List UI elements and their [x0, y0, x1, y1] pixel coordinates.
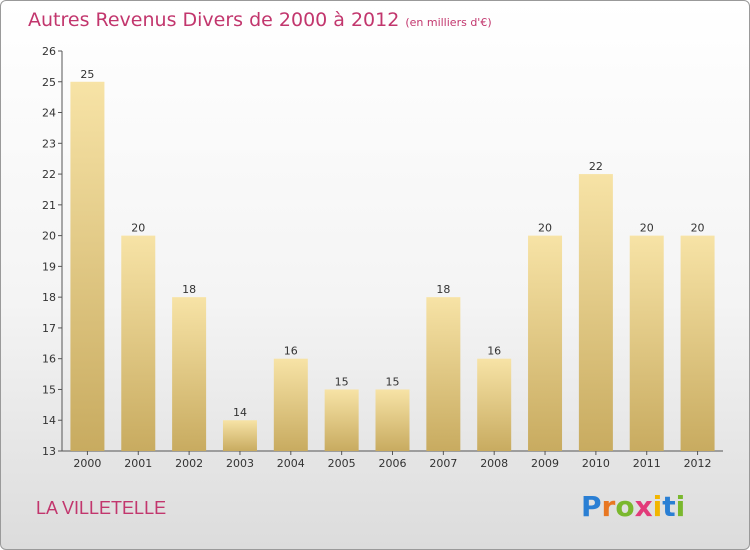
value-labels: 25 20 18 14 16 15 15 18 16 20 22 20 20 [80, 68, 704, 419]
x-tick-label-2003: 2003 [226, 457, 254, 470]
value-label-2006: 15 [386, 375, 400, 388]
bar-2007 [426, 297, 461, 451]
bar-2004 [273, 358, 308, 451]
bar-2012 [680, 235, 715, 451]
proxiti-logo: Proxiti [581, 490, 685, 523]
y-tick-label: 21 [42, 199, 56, 212]
y-tick-label: 25 [42, 76, 56, 89]
value-label-2002: 18 [182, 283, 196, 296]
y-tick-label: 22 [42, 168, 56, 181]
logo-letter: i [652, 490, 663, 523]
logo-letter: P [581, 490, 602, 523]
logo-letter: x [634, 490, 653, 523]
logo-letter: o [615, 490, 635, 523]
y-tick-label: 14 [42, 414, 56, 427]
bars [70, 81, 715, 452]
bar-2008 [477, 358, 512, 451]
y-tick-label: 20 [42, 230, 56, 243]
x-tick-label-2002: 2002 [175, 457, 203, 470]
x-tick-label-2007: 2007 [429, 457, 457, 470]
x-tick-label-2011: 2011 [633, 457, 661, 470]
bar-2005 [324, 389, 359, 451]
chart-subtitle: (en milliers d'€) [405, 16, 492, 29]
value-label-2003: 14 [233, 406, 247, 419]
value-label-2012: 20 [691, 222, 705, 235]
bar-2011 [629, 235, 664, 451]
y-tick-label: 19 [42, 260, 56, 273]
x-tick-label-2012: 2012 [684, 457, 712, 470]
value-label-2008: 16 [487, 345, 501, 358]
x-tick-label-2001: 2001 [124, 457, 152, 470]
bar-2009 [528, 235, 563, 451]
logo-letter: r [601, 490, 616, 523]
value-label-2010: 22 [589, 160, 603, 173]
bar-2002 [172, 297, 207, 451]
bar-2001 [121, 235, 156, 451]
y-tick-label: 16 [42, 353, 56, 366]
x-tick-label-2010: 2010 [582, 457, 610, 470]
x-tick-label-2000: 2000 [73, 457, 101, 470]
y-tick-label: 17 [42, 322, 56, 335]
bar-2010 [578, 174, 613, 452]
value-label-2001: 20 [131, 222, 145, 235]
y-tick-label: 13 [42, 445, 56, 458]
value-label-2005: 15 [335, 375, 349, 388]
title-block: Autres Revenus Divers de 2000 à 2012 (en … [28, 9, 492, 31]
logo-letter: t [662, 490, 676, 523]
x-tick-label-2006: 2006 [379, 457, 407, 470]
y-tick-label: 24 [42, 107, 56, 120]
bar-2006 [375, 389, 410, 451]
x-tick-label-2004: 2004 [277, 457, 305, 470]
x-tick-label-2005: 2005 [328, 457, 356, 470]
chart-title: Autres Revenus Divers de 2000 à 2012 [28, 9, 400, 31]
value-label-2011: 20 [640, 222, 654, 235]
value-label-2000: 25 [80, 68, 94, 81]
x-tick-label-2009: 2009 [531, 457, 559, 470]
value-label-2004: 16 [284, 345, 298, 358]
y-tick-label: 15 [42, 383, 56, 396]
y-tick-label: 18 [42, 291, 56, 304]
value-label-2007: 18 [436, 283, 450, 296]
x-tick-label-2008: 2008 [480, 457, 508, 470]
bar-2003 [222, 420, 257, 451]
value-label-2009: 20 [538, 222, 552, 235]
commune-name: LA VILLETELLE [36, 498, 167, 518]
y-tick-label: 26 [42, 45, 56, 58]
bar-2000 [70, 81, 105, 452]
logo-letter: i [675, 490, 686, 523]
y-tick-label: 23 [42, 137, 56, 150]
